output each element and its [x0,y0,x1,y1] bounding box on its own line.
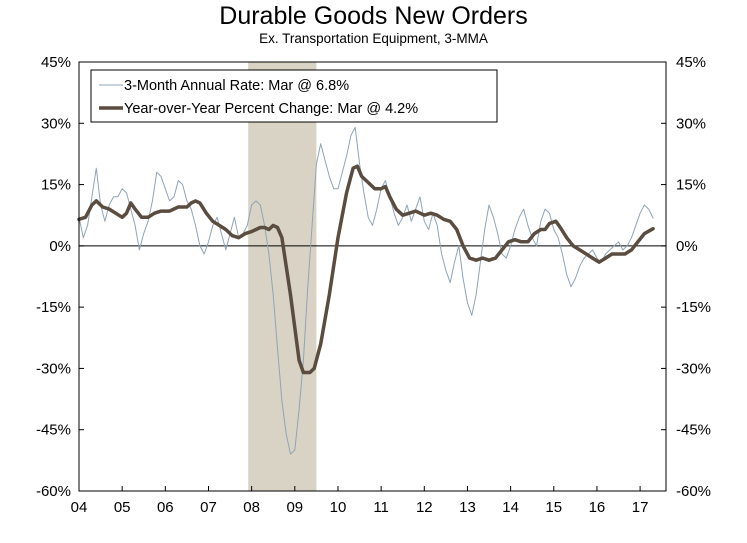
x-tick-label: 13 [459,499,476,516]
x-tick-label: 07 [200,499,217,516]
x-tick-label: 06 [157,499,174,516]
series-line-yoy [77,164,655,375]
x-tick-label: 12 [416,499,433,516]
y-tick-label-left: 45% [41,54,71,71]
x-tick-label: 09 [286,499,303,516]
legend-label-annual-rate: 3-Month Annual Rate: Mar @ 6.8% [124,78,349,94]
y-tick-label-right: -45% [676,422,711,439]
legend: 3-Month Annual Rate: Mar @ 6.8% Year-ove… [90,69,498,123]
y-tick-label-left: 0% [49,238,71,255]
y-tick-label-right: 0% [676,238,698,255]
chart-title: Durable Goods New Orders [219,2,528,30]
x-tick-label: 04 [71,499,88,516]
y-tick-label-right: 15% [676,177,706,194]
y-tick-label-left: -15% [36,299,71,316]
legend-box [90,69,498,123]
x-tick-label: 14 [502,499,519,516]
y-tick-label-right: -30% [676,360,711,377]
y-tick-label-left: -60% [36,483,71,500]
x-tick-label: 17 [632,499,649,516]
y-tick-label-right: -15% [676,299,711,316]
y-tick-label-right: 30% [676,115,706,132]
x-tick-label: 15 [545,499,562,516]
recession-band [248,62,317,491]
y-tick-label-left: 30% [41,115,71,132]
series-line-annual-rate [78,126,654,455]
plot-frame [78,61,667,492]
x-tick-label: 10 [330,499,347,516]
y-tick-label-left: 15% [41,177,71,194]
y-tick-label-right: -60% [676,483,711,500]
x-tick-label: 08 [243,499,260,516]
y-tick-label-left: -45% [36,422,71,439]
x-tick-label: 05 [114,499,131,516]
y-tick-label-left: -30% [36,360,71,377]
legend-label-yoy: Year-over-Year Percent Change: Mar @ 4.2… [124,101,418,117]
chart-subtitle: Ex. Transportation Equipment, 3-MMA [259,31,488,46]
y-tick-label-right: 45% [676,54,706,71]
x-tick-label: 11 [373,499,389,516]
x-tick-label: 16 [589,499,606,516]
